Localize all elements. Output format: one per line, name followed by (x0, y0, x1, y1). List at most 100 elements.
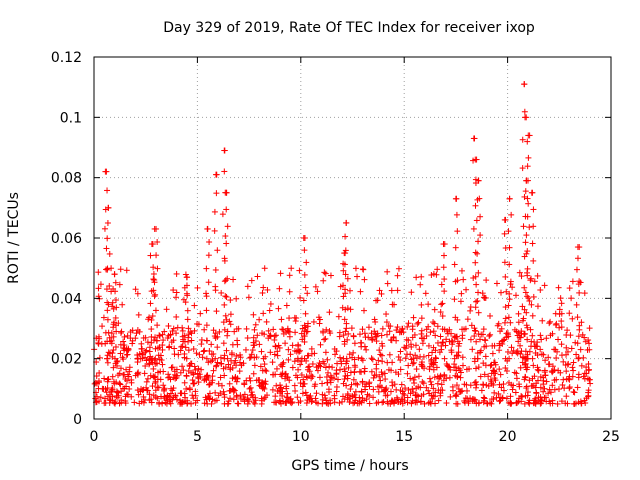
data-point (519, 393, 526, 400)
data-point (321, 269, 328, 276)
data-point (464, 395, 471, 402)
data-point (438, 381, 445, 388)
data-point (223, 347, 230, 354)
data-point (112, 279, 119, 286)
data-point (283, 302, 290, 309)
data-point (254, 332, 261, 339)
data-point (436, 349, 443, 356)
data-point (211, 333, 218, 340)
data-point (410, 389, 417, 396)
data-point (524, 392, 531, 399)
data-point (345, 364, 352, 371)
data-point (155, 345, 162, 352)
data-point (212, 330, 219, 337)
data-point (209, 396, 216, 403)
data-point (138, 345, 145, 352)
data-point (451, 296, 458, 303)
data-point (386, 328, 393, 335)
data-point (188, 400, 195, 407)
data-point (329, 364, 336, 371)
data-point (201, 326, 208, 333)
data-point (261, 396, 268, 403)
data-point (190, 345, 197, 352)
data-point (506, 244, 513, 251)
data-point (452, 244, 459, 251)
data-point (420, 391, 427, 398)
data-point (395, 398, 402, 405)
data-point (458, 290, 465, 297)
data-point (333, 388, 340, 395)
data-point (437, 386, 444, 393)
data-point (301, 247, 308, 254)
data-point (481, 371, 488, 378)
data-point (585, 360, 592, 367)
data-point (171, 368, 178, 375)
data-point (233, 362, 240, 369)
data-point (376, 347, 383, 354)
data-point (583, 364, 590, 371)
data-point (258, 348, 265, 355)
data-point (409, 385, 416, 392)
data-point (222, 277, 229, 284)
data-point (201, 400, 208, 407)
data-point (368, 368, 375, 375)
data-point (360, 266, 367, 273)
data-point (184, 274, 191, 281)
data-point (271, 351, 278, 358)
data-point (381, 370, 388, 377)
data-point (218, 289, 225, 296)
scatter-points (91, 81, 594, 407)
data-point (425, 323, 432, 330)
data-point (313, 399, 320, 406)
data-point (502, 315, 509, 322)
data-point (282, 340, 289, 347)
data-point (482, 294, 489, 301)
data-point (116, 380, 123, 387)
data-point (549, 330, 556, 337)
data-point (303, 373, 310, 380)
data-point (558, 300, 565, 307)
data-point (296, 348, 303, 355)
data-point (286, 377, 293, 384)
data-point (237, 392, 244, 399)
data-point (108, 330, 115, 337)
data-point (430, 328, 437, 335)
data-point (304, 328, 311, 335)
data-point (275, 342, 282, 349)
data-point (182, 344, 189, 351)
data-point (538, 336, 545, 343)
data-point (136, 328, 143, 335)
data-point (203, 322, 210, 329)
data-point (443, 400, 450, 407)
data-point (524, 324, 531, 331)
data-point (452, 314, 459, 321)
data-point (425, 301, 432, 308)
data-point (386, 351, 393, 358)
data-point (150, 365, 157, 372)
data-point (226, 318, 233, 325)
data-point (173, 294, 180, 301)
data-point (433, 355, 440, 362)
data-point (432, 347, 439, 354)
data-point (434, 266, 441, 273)
data-point (496, 366, 503, 373)
data-point (467, 395, 474, 402)
data-point (156, 356, 163, 363)
data-point (521, 331, 528, 338)
data-point (493, 280, 500, 287)
data-point (221, 147, 228, 154)
data-point (558, 398, 565, 405)
data-point (95, 285, 102, 292)
data-point (394, 272, 401, 279)
data-point (405, 362, 412, 369)
data-point (128, 379, 135, 386)
data-point (463, 286, 470, 293)
data-point (522, 374, 529, 381)
data-point (454, 277, 461, 284)
data-point (161, 386, 168, 393)
data-point (498, 338, 505, 345)
data-point (576, 326, 583, 333)
data-point (505, 302, 512, 309)
data-point (474, 298, 481, 305)
data-point (571, 389, 578, 396)
